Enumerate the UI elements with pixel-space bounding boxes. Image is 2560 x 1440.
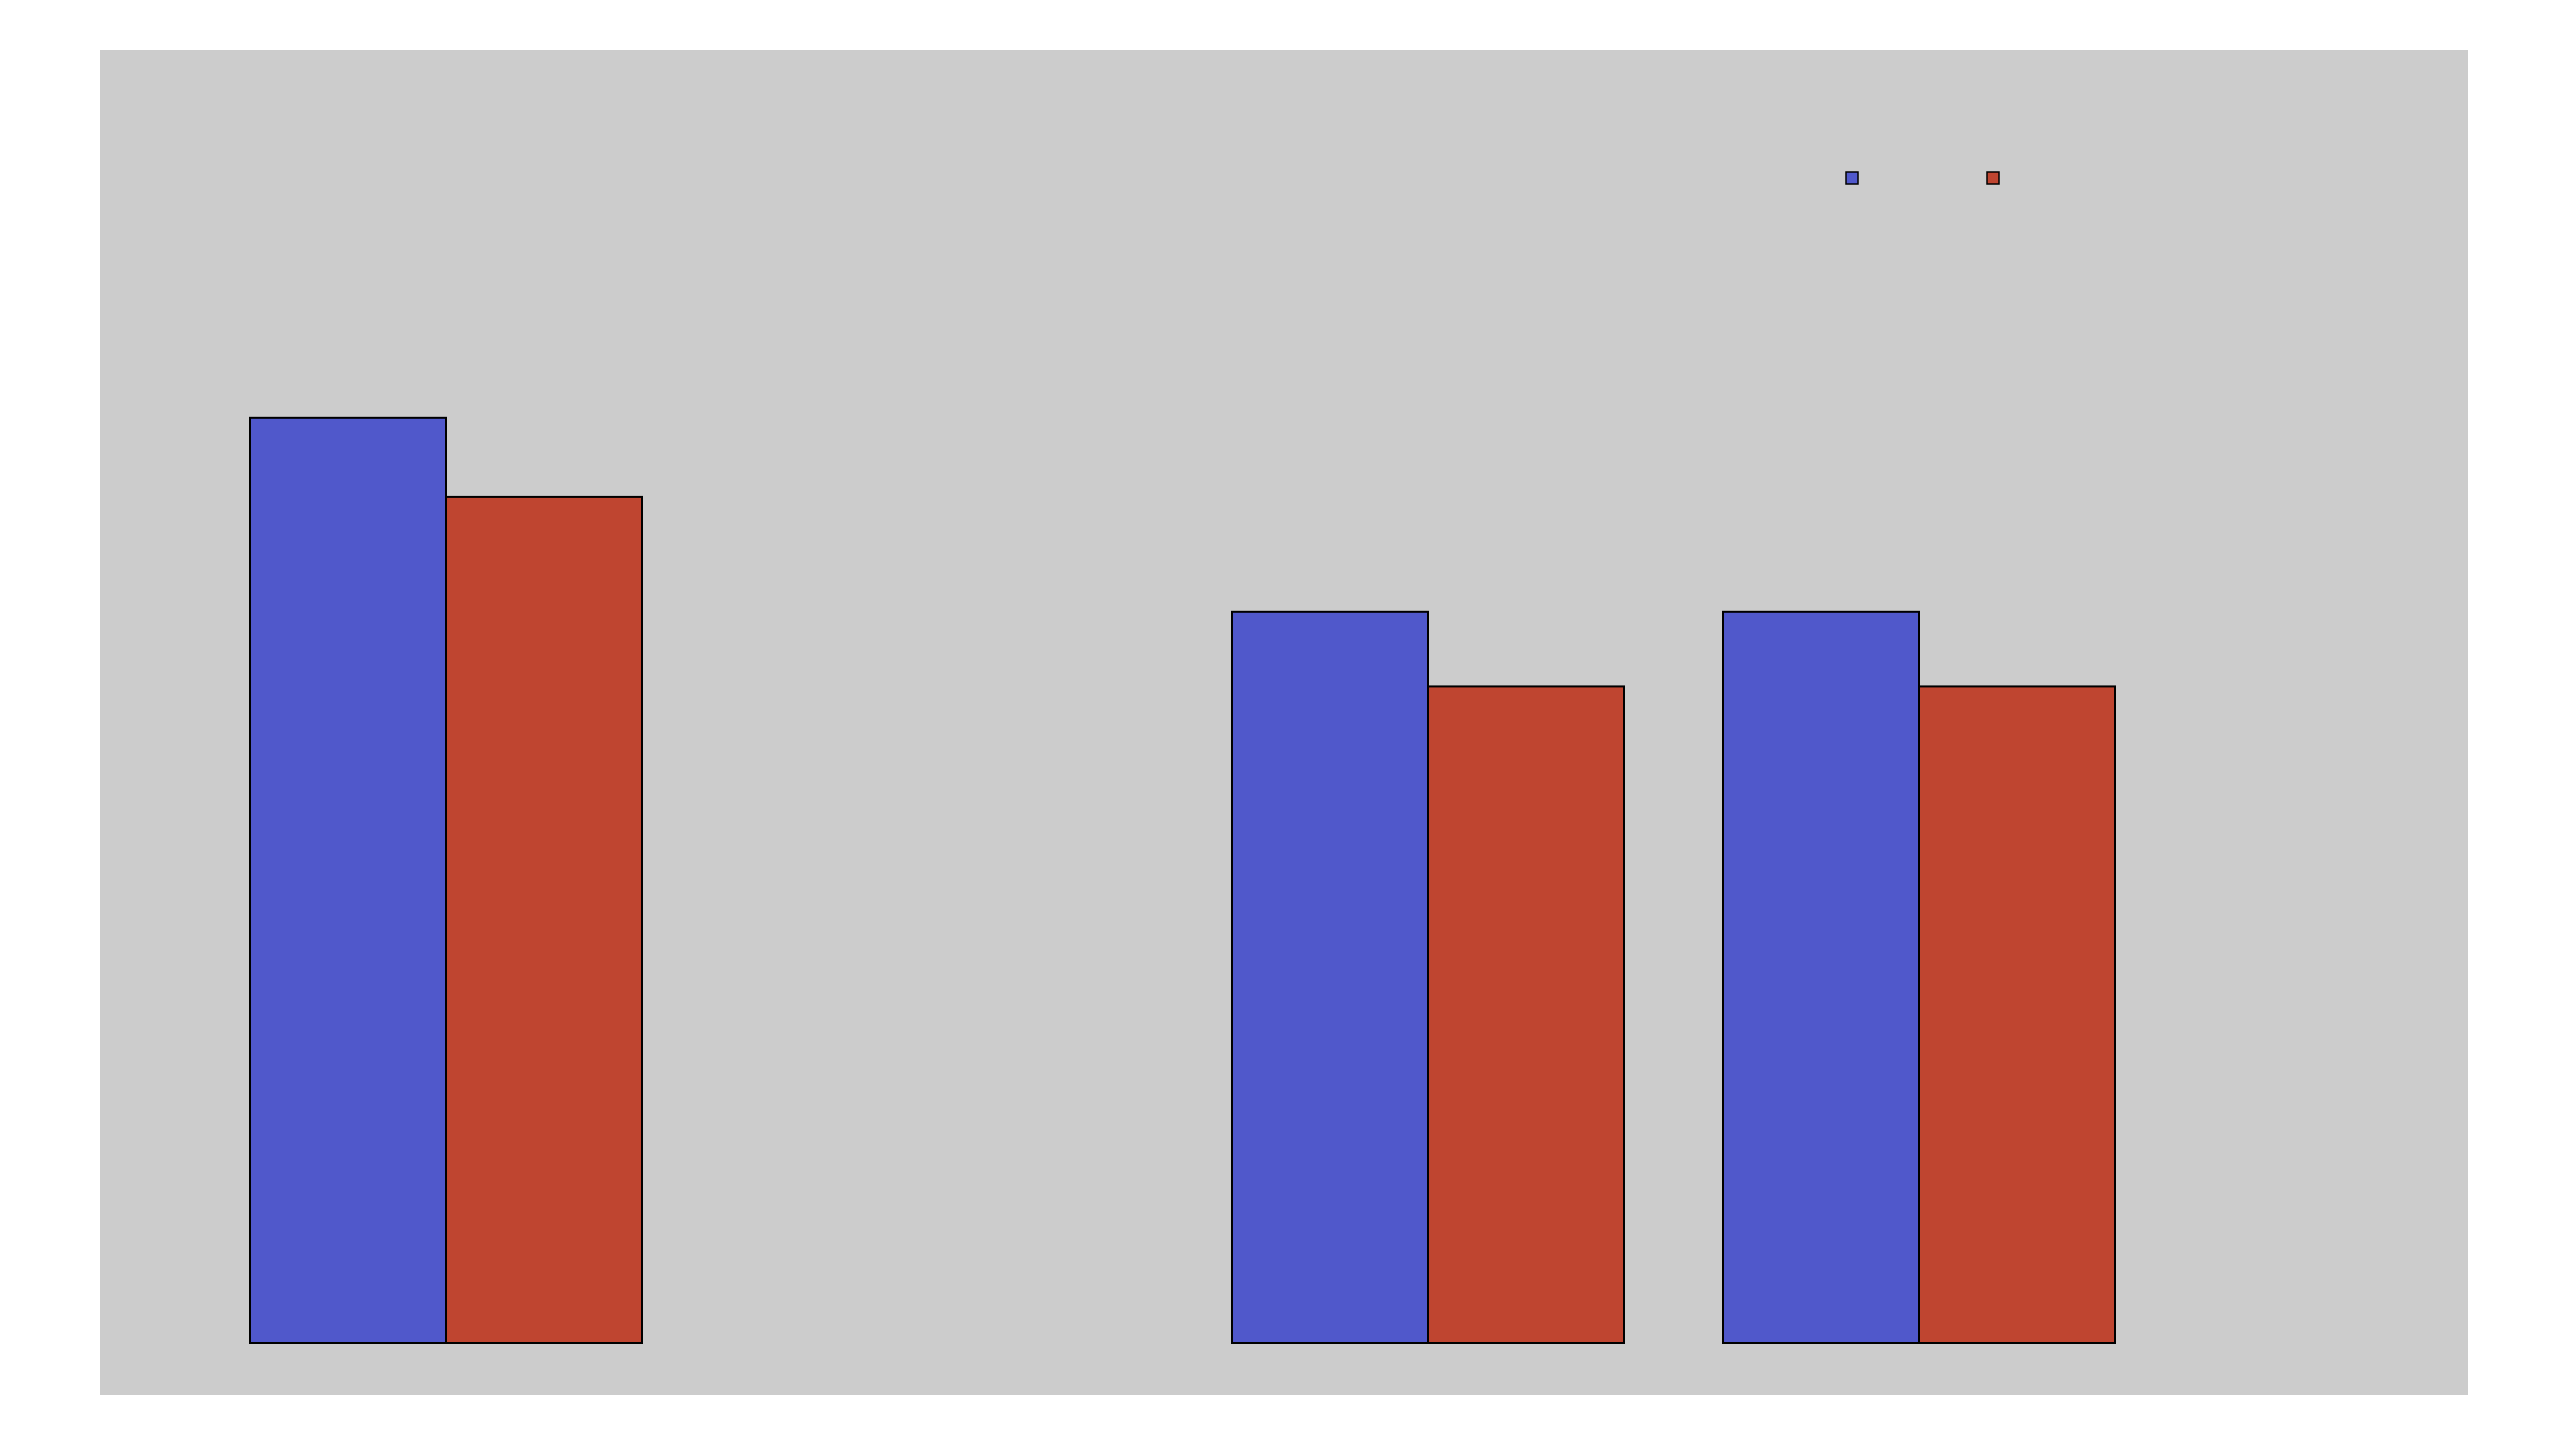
bar-series-1-category-4: [1722, 610, 1920, 1344]
bar-series-2-category-4: [1918, 685, 2116, 1344]
bar-series-1-category-1: [249, 416, 447, 1345]
bar-series-2-category-3: [1427, 685, 1625, 1344]
legend-swatch-series-2: [1986, 171, 2000, 185]
legend: [1845, 171, 2000, 185]
bars-group: [249, 416, 2116, 1345]
legend-swatch-series-1: [1845, 171, 1859, 185]
bar-series-2-category-1: [445, 495, 643, 1345]
bar-series-1-category-3: [1231, 610, 1429, 1344]
